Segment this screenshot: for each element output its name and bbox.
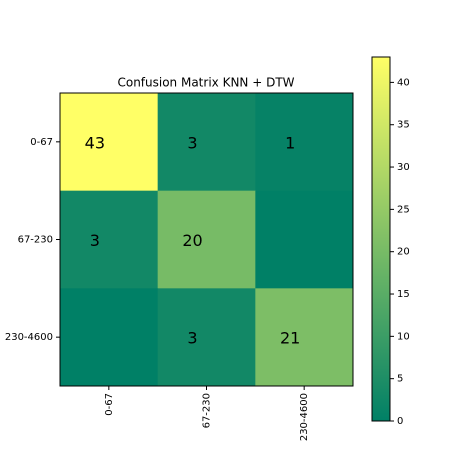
colorbar-tick-label: 35	[397, 120, 410, 131]
y-tick-label: 0-67	[30, 137, 53, 148]
cell-label: 1	[285, 133, 295, 152]
heatmap-cell	[157, 93, 256, 192]
heatmap-cell	[255, 288, 354, 387]
colorbar-tick-label: 15	[397, 289, 410, 300]
colorbar-tick-label: 0	[397, 416, 403, 427]
colorbar-tick-label: 30	[397, 162, 410, 173]
y-tick-label: 230-4600	[5, 332, 53, 343]
heatmap-cell	[255, 93, 354, 192]
colorbar-tick-label: 25	[397, 204, 410, 215]
cell-label: 20	[182, 231, 202, 250]
colorbar-tick-label: 20	[397, 247, 410, 258]
heatmap-cell	[255, 190, 354, 289]
heatmap-cell	[157, 190, 256, 289]
x-tick-label: 230-4600	[299, 393, 310, 441]
colorbar-tick-label: 10	[397, 331, 410, 342]
heatmap-cell	[60, 93, 159, 192]
cell-label: 3	[187, 329, 197, 348]
heatmap-cell	[60, 190, 159, 289]
heatmap-cell	[157, 288, 256, 387]
cell-label: 3	[90, 231, 100, 250]
cell-label: 43	[85, 133, 105, 152]
chart-title: Confusion Matrix KNN + DTW	[117, 76, 294, 90]
cell-label: 3	[187, 133, 197, 152]
heatmap-cell	[60, 288, 159, 387]
colorbar-tick-label: 40	[397, 77, 410, 88]
cell-label: 21	[280, 329, 300, 348]
colorbar-tick-label: 5	[397, 374, 403, 385]
colorbar	[371, 56, 391, 422]
x-tick-label: 0-67	[104, 393, 115, 416]
x-tick-label: 67-230	[202, 393, 213, 428]
y-tick-label: 67-230	[18, 235, 53, 246]
